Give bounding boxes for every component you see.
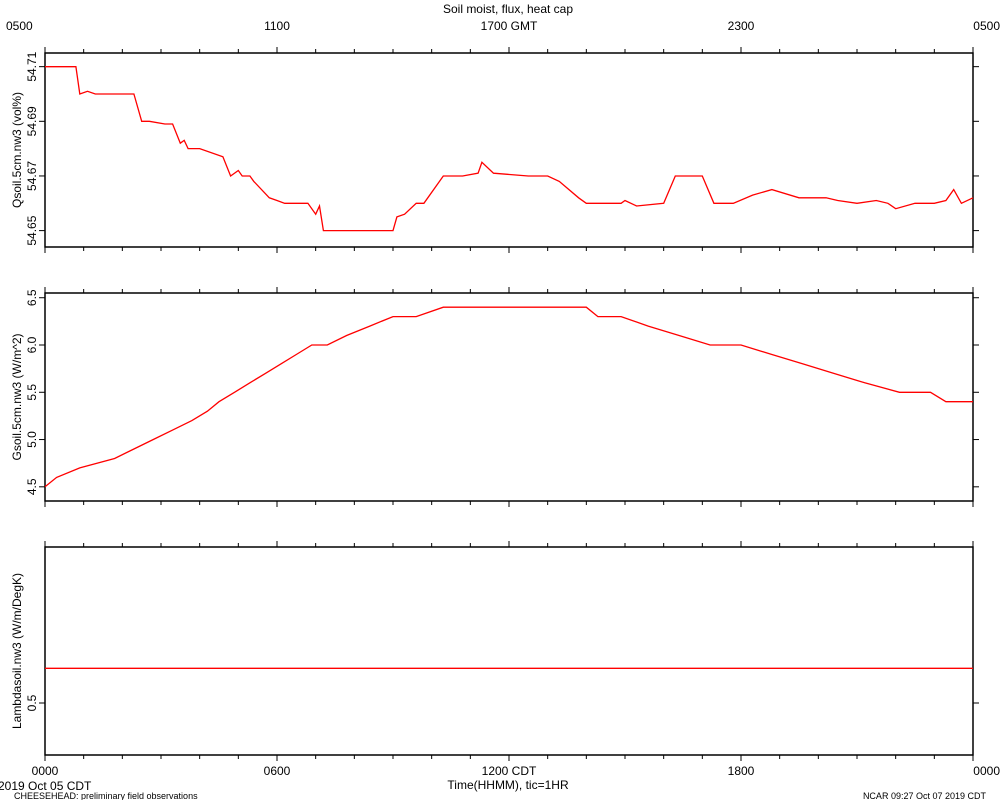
top-axis-tick-label: 1100 [264, 19, 290, 33]
bottom-axis-tick-label: 0600 [264, 764, 291, 778]
y-axis-label: Lambdasoil.nw3 (W/m/DegK) [10, 573, 24, 729]
chart-title: Soil moist, flux, heat cap [443, 2, 573, 16]
top-axis-tick-label: 0500 [973, 19, 1000, 33]
panel-frame [44, 52, 974, 248]
series-line [44, 306, 973, 488]
footer-right-note: NCAR 09:27 Oct 07 2019 CDT [863, 791, 987, 800]
panel-2: 4.5 5.0 5.5 6.0 6.5 Gsoil.5cm.nw3 (W/m^2) [10, 287, 979, 507]
bottom-axis-tick-label: 0000 [32, 764, 59, 778]
series-line [45, 66, 974, 232]
y-tick-label: 6.0 [25, 336, 39, 353]
top-axis-tick-label: 2300 [728, 19, 755, 33]
y-tick-label: 54.67 [25, 161, 39, 191]
y-tick-label: 0.5 [25, 694, 39, 711]
y-tick-label: 54.65 [25, 215, 39, 245]
top-axis-tick-label: 0500 [6, 19, 33, 33]
panel-frame [44, 292, 974, 502]
y-tick-label: 54.71 [25, 51, 39, 81]
bottom-axis-tick-label: 1200 CDT [482, 764, 537, 778]
y-tick-label: 5.5 [25, 384, 39, 401]
y-tick-label: 4.5 [25, 478, 39, 495]
date-label: 2019 Oct 05 CDT [0, 779, 92, 793]
y-tick-label: 54.69 [25, 106, 39, 136]
y-axis-label: Gsoil.5cm.nw3 (W/m^2) [10, 334, 24, 461]
bottom-axis-tick-label: 1800 [728, 764, 755, 778]
y-axis-label: Qsoil.5cm.nw3 (vol%) [10, 92, 24, 208]
x-axis-label: Time(HHMM), tic=1HR [447, 778, 569, 792]
y-tick-label: 6.5 [25, 289, 39, 306]
panel-frame [44, 546, 974, 756]
top-axis-tick-label: 1700 GMT [481, 19, 538, 33]
y-tick-label: 5.0 [25, 431, 39, 448]
footer-left-note: CHEESEHEAD: preliminary field observatio… [14, 791, 198, 800]
bottom-axis-tick-label: 0000 [973, 764, 1000, 778]
